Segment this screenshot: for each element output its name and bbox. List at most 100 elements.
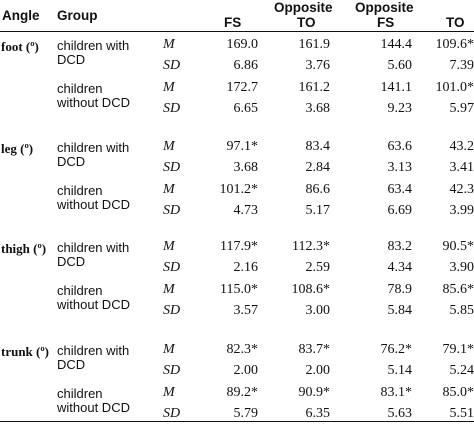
- angle-label: trunk (º): [1, 344, 49, 359]
- table-cell-value: 172.7: [226, 80, 259, 95]
- table-cell-value: 5.84: [387, 303, 413, 318]
- header-to: TO: [446, 15, 465, 30]
- stat-label: SD: [163, 58, 181, 73]
- stat-label: SD: [163, 406, 181, 421]
- table-cell-value: 108.6*: [291, 282, 331, 297]
- table-cell-value: 169.0: [226, 37, 259, 52]
- table-cell-value: 3.76: [305, 58, 331, 73]
- angle-label: leg (º): [1, 141, 34, 156]
- stat-label: M: [163, 182, 175, 197]
- table-cell-value: 117.9*: [220, 239, 258, 254]
- table-cell-value: 83.2: [387, 239, 413, 254]
- header-opposite-to-line2: TO: [297, 15, 316, 30]
- table-cell-value: 5.63: [387, 406, 413, 421]
- stat-label: SD: [163, 160, 181, 175]
- table-cell-value: 5.17: [305, 203, 331, 218]
- table-cell-value: 5.97: [449, 101, 474, 116]
- group-label-line1: children: [57, 183, 103, 198]
- table-cell-value: 97.1*: [226, 139, 259, 154]
- group-label-line1: children with: [57, 140, 130, 155]
- table-cell-value: 90.9*: [298, 385, 331, 400]
- group-label-line2: without DCD: [57, 197, 130, 212]
- stat-label: SD: [163, 101, 181, 116]
- table-cell-value: 144.4: [380, 37, 413, 52]
- table-cell-value: 2.00: [305, 363, 331, 378]
- bottom-rule: [0, 421, 474, 423]
- stat-label: M: [163, 139, 175, 154]
- header-opposite-fs-line1: Opposite: [355, 0, 414, 15]
- table-cell-value: 83.7*: [298, 342, 331, 357]
- header-opposite-fs-line2: FS: [377, 15, 395, 30]
- table-cell-value: 115.0*: [220, 282, 258, 297]
- table-cell-value: 101.2*: [219, 182, 259, 197]
- group-label-line1: children with: [57, 38, 130, 53]
- table-cell-value: 5.24: [449, 363, 474, 378]
- table-cell-value: 82.3*: [226, 342, 259, 357]
- table-cell-value: 83.4: [305, 139, 331, 154]
- table-cell-value: 83.1*: [380, 385, 413, 400]
- table-cell-value: 63.4: [387, 182, 413, 197]
- group-label-line2: DCD: [57, 52, 86, 67]
- table-cell-value: 161.2: [298, 80, 331, 95]
- header-opposite-to-line1: Opposite: [274, 0, 333, 15]
- table-cell-value: 5.14: [387, 363, 413, 378]
- table-cell-value: 3.57: [233, 303, 259, 318]
- table-cell-value: 2.16: [233, 260, 259, 275]
- table-cell-value: 3.13: [387, 160, 413, 175]
- group-label-line2: DCD: [57, 254, 86, 269]
- group-label-line2: without DCD: [57, 95, 130, 110]
- table-cell-value: 6.69: [387, 203, 413, 218]
- stat-label: M: [163, 385, 175, 400]
- group-label-line2: DCD: [57, 357, 86, 372]
- header-group: Group: [57, 8, 98, 23]
- header-angle: Angle: [2, 8, 40, 23]
- group-label-line1: children: [57, 283, 103, 298]
- table-cell-value: 2.00: [233, 363, 259, 378]
- table-cell-value: 85.6*: [442, 282, 474, 297]
- table-cell-value: 141.1: [380, 80, 413, 95]
- table-cell-value: 5.79: [233, 406, 259, 421]
- table-cell-value: 76.2*: [380, 342, 413, 357]
- header-rule: [0, 31, 474, 33]
- angle-label: foot (º): [1, 39, 39, 54]
- header-fs: FS: [224, 15, 242, 30]
- group-label-line2: DCD: [57, 154, 86, 169]
- table-cell-value: 79.1*: [442, 342, 474, 357]
- table-cell-value: 5.85: [449, 303, 474, 318]
- group-label-line1: children: [57, 386, 103, 401]
- table-cell-value: 161.9: [298, 37, 331, 52]
- table-cell-value: 2.84: [305, 160, 331, 175]
- table-cell-value: 5.51: [449, 406, 474, 421]
- stat-label: SD: [163, 303, 181, 318]
- group-label-line1: children with: [57, 343, 130, 358]
- table-cell-value: 7.39: [449, 58, 474, 73]
- table-cell-value: 9.23: [387, 101, 413, 116]
- table-cell-value: 6.35: [305, 406, 331, 421]
- table-cell-value: 90.5*: [442, 239, 474, 254]
- table-cell-value: 101.0*: [435, 80, 474, 95]
- stat-label: M: [163, 80, 175, 95]
- table-cell-value: 43.2: [449, 139, 474, 154]
- table-cell-value: 5.60: [387, 58, 413, 73]
- stat-label: M: [163, 37, 175, 52]
- stat-label: M: [163, 342, 175, 357]
- table-cell-value: 3.00: [305, 303, 331, 318]
- table-cell-value: 3.99: [449, 203, 474, 218]
- stat-label: M: [163, 239, 175, 254]
- group-label-line2: without DCD: [57, 297, 130, 312]
- table-cell-value: 89.2*: [226, 385, 259, 400]
- table-cell-value: 3.41: [449, 160, 474, 175]
- table-cell-value: 109.6*: [435, 37, 474, 52]
- table-cell-value: 4.34: [387, 260, 413, 275]
- table-cell-value: 3.68: [305, 101, 331, 116]
- table-cell-value: 85.0*: [442, 385, 474, 400]
- stat-label: SD: [163, 260, 181, 275]
- table-cell-value: 4.73: [233, 203, 259, 218]
- group-label-line1: children: [57, 81, 103, 96]
- stat-label: SD: [163, 363, 181, 378]
- group-label-line1: children with: [57, 240, 130, 255]
- stat-label: SD: [163, 203, 181, 218]
- table-cell-value: 3.68: [233, 160, 259, 175]
- stat-label: M: [163, 282, 175, 297]
- table-cell-value: 6.86: [233, 58, 259, 73]
